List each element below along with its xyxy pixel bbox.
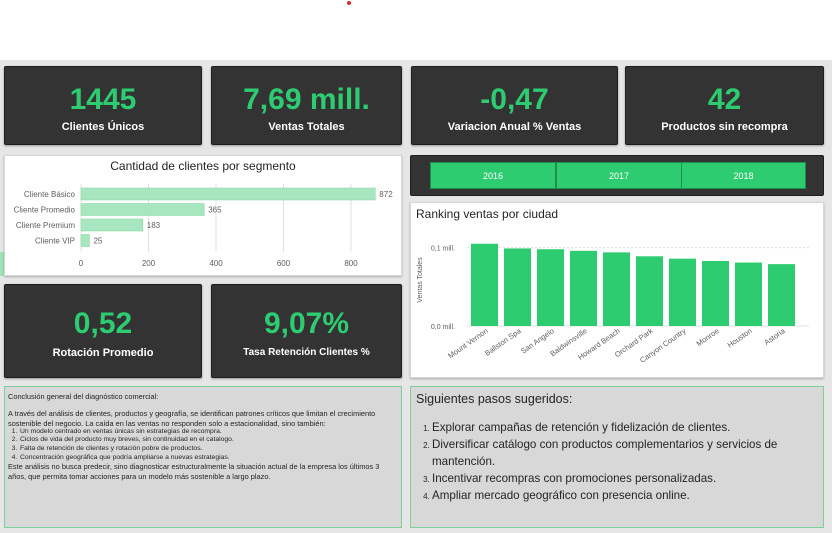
kpi-label: Clientes Únicos bbox=[61, 121, 145, 133]
list-item: Un modelo centrado en ventas únicas sin … bbox=[19, 428, 398, 437]
conclusion-intro: A través del análisis de clientes, produ… bbox=[8, 409, 376, 428]
x-tick-label: 0 bbox=[79, 259, 84, 268]
y-axis-label: Ventas Totales bbox=[417, 257, 424, 303]
kpi-variacion-anual[interactable]: -0,47 Variacion Anual % Ventas bbox=[411, 66, 618, 145]
kpi-value: 9,07% bbox=[263, 307, 350, 340]
kpi-tasa-retencion[interactable]: 9,07% Tasa Retención Clientes % bbox=[211, 284, 402, 378]
bar bbox=[504, 248, 531, 326]
kpi-label: Ventas Totales bbox=[268, 121, 345, 133]
bar bbox=[80, 187, 376, 201]
conclusion-title: Conclusión general del diagnóstico comer… bbox=[8, 392, 159, 401]
conclusion-textbox: Conclusión general del diagnóstico comer… bbox=[4, 386, 402, 528]
x-tick-label: Ballston Spa bbox=[483, 326, 523, 358]
x-tick-label: Houston bbox=[726, 326, 754, 349]
bar bbox=[669, 258, 696, 326]
kpi-value: -0,47 bbox=[480, 83, 549, 116]
x-tick-label: 400 bbox=[209, 259, 223, 268]
list-item: Diversificar catálogo con productos comp… bbox=[432, 436, 818, 470]
x-tick-label: Mount Vernon bbox=[446, 326, 489, 360]
x-tick-label: Astoria bbox=[762, 326, 787, 347]
ranking-bar-chart: 0,1 mill. 0,0 mill. Ventas Totales Mount Ve… bbox=[417, 243, 809, 365]
segment-bar-chart: 0 200 400 600 800 Cliente Básico 872 Cliente Pr… bbox=[14, 184, 393, 268]
bar bbox=[603, 252, 630, 326]
kpi-value: 0,52 bbox=[73, 307, 133, 340]
bar bbox=[636, 256, 663, 326]
data-label: 365 bbox=[208, 206, 222, 215]
year-button-2016[interactable]: 2016 bbox=[430, 162, 556, 189]
kpi-clientes-unicos[interactable]: 1445 Clientes Únicos bbox=[4, 66, 202, 145]
kpi-label: Tasa Retención Clientes % bbox=[243, 347, 370, 358]
kpi-value: 1445 bbox=[69, 83, 137, 116]
bar bbox=[768, 264, 795, 326]
kpi-value: 7,69 mill. bbox=[243, 83, 370, 116]
list-item: Ciclos de vida del producto muy breves, … bbox=[19, 436, 398, 445]
list-item: Explorar campañas de retención y fideliz… bbox=[432, 419, 818, 436]
list-item: Incentivar recompras con promociones per… bbox=[432, 470, 818, 487]
x-tick-label: 200 bbox=[142, 259, 156, 268]
kpi-ventas-totales[interactable]: 7,69 mill. Ventas Totales bbox=[211, 66, 402, 145]
kpi-label: Variacion Anual % Ventas bbox=[447, 121, 582, 133]
kpi-productos-sin-recompra[interactable]: 42 Productos sin recompra bbox=[625, 66, 824, 145]
bar bbox=[471, 243, 498, 326]
conclusion-list: Un modelo centrado en ventas únicas sin … bbox=[19, 428, 398, 462]
bar bbox=[537, 249, 564, 326]
x-tick-label: 800 bbox=[344, 259, 358, 268]
bar bbox=[702, 260, 729, 326]
list-item: Falta de retención de clientes y rotació… bbox=[19, 445, 398, 454]
year-button-2017[interactable]: 2017 bbox=[556, 162, 682, 189]
next-steps-textbox: Siguientes pasos sugeridos: Explorar cam… bbox=[410, 386, 824, 528]
data-label: 183 bbox=[147, 221, 161, 230]
category-label: Cliente VIP bbox=[35, 237, 75, 246]
ranking-chart-title: Ranking ventas por ciudad bbox=[416, 207, 559, 221]
category-label: Cliente Premium bbox=[16, 221, 75, 230]
list-item: Ampliar mercado geográfico con presencia… bbox=[432, 487, 818, 504]
bar bbox=[80, 218, 144, 232]
kpi-rotacion-promedio[interactable]: 0,52 Rotación Promedio bbox=[4, 284, 202, 378]
year-slicer: 2016 2017 2018 bbox=[410, 155, 824, 196]
y-tick-label: 0,1 mill. bbox=[431, 246, 455, 253]
conclusion-closing: Este análisis no busca predecir, sino di… bbox=[8, 462, 380, 481]
kpi-label: Rotación Promedio bbox=[52, 347, 154, 359]
bar bbox=[570, 250, 597, 326]
y-tick-label: 0,0 mill. bbox=[431, 324, 455, 331]
segment-chart-title: Cantidad de clientes por segmento bbox=[110, 159, 296, 173]
next-steps-list: Explorar campañas de retención y fideliz… bbox=[432, 419, 818, 504]
list-item: Concentración geográfica que podría ampl… bbox=[19, 454, 398, 463]
year-button-2018[interactable]: 2018 bbox=[681, 162, 806, 189]
data-label: 872 bbox=[379, 190, 393, 199]
red-dot-marker bbox=[347, 1, 351, 5]
x-tick-label: Monroe bbox=[695, 326, 721, 348]
data-label: 25 bbox=[93, 237, 102, 246]
bar bbox=[735, 262, 762, 326]
bar bbox=[80, 203, 205, 216]
category-label: Cliente Promedio bbox=[14, 206, 76, 215]
segment-chart-card[interactable]: Cantidad de clientes por segmento 0 200 40… bbox=[4, 155, 402, 276]
left-edge-accent bbox=[0, 252, 4, 276]
x-tick-label: 600 bbox=[277, 259, 291, 268]
next-steps-title: Siguientes pasos sugeridos: bbox=[416, 392, 573, 406]
kpi-label: Productos sin recompra bbox=[661, 121, 788, 133]
kpi-value: 42 bbox=[707, 83, 742, 116]
category-label: Cliente Básico bbox=[24, 190, 76, 199]
bar bbox=[80, 234, 90, 247]
ranking-chart-card[interactable]: Ranking ventas por ciudad 0,1 mill. 0,0 m… bbox=[410, 202, 824, 378]
